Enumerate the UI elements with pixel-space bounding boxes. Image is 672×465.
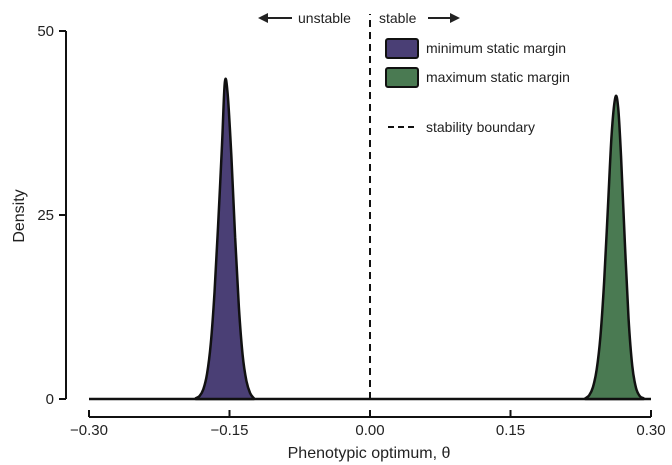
legend-label-minimum: minimum static margin [426, 40, 566, 56]
stable-arrow-head [450, 13, 460, 23]
x-tick-label: 0.15 [496, 422, 525, 439]
density-area-minimum-static-margin [194, 77, 256, 401]
stability-annotation: unstable stable [258, 10, 460, 26]
unstable-arrow-head [258, 13, 268, 23]
legend: minimum static margin maximum static mar… [385, 38, 570, 135]
x-tick-label: −0.15 [211, 422, 249, 439]
legend-swatch-minimum [385, 38, 419, 59]
x-tick-label: 0.30 [636, 422, 665, 439]
unstable-label: unstable [298, 10, 351, 26]
x-axis-label: Phenotypic optimum, θ [288, 445, 451, 462]
axes-layer: 0 25 50 −0.30 −0.15 0.00 0.15 0.30 [37, 23, 665, 439]
legend-label-maximum: maximum static margin [426, 69, 570, 85]
x-tick-label: 0.00 [355, 422, 384, 439]
y-tick-label: 25 [37, 207, 54, 224]
legend-swatch-maximum [385, 67, 419, 88]
plot-layer [89, 14, 651, 401]
stable-label: stable [379, 10, 417, 26]
density-area-maximum-static-margin [584, 94, 645, 401]
x-tick-label: −0.30 [70, 422, 108, 439]
y-axis-label: Density [11, 189, 28, 242]
y-tick-label: 0 [46, 391, 54, 408]
legend-label-boundary: stability boundary [426, 119, 535, 135]
y-tick-label: 50 [37, 23, 54, 40]
